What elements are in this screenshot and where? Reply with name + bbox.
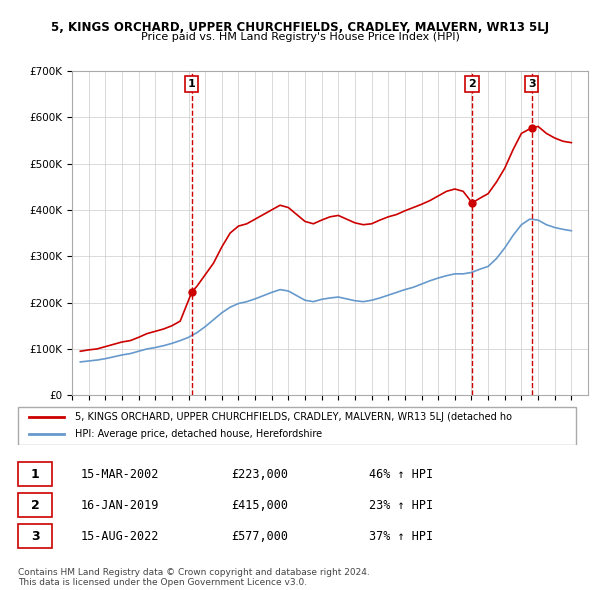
Text: 16-JAN-2019: 16-JAN-2019 xyxy=(81,499,160,512)
Text: 2: 2 xyxy=(31,499,40,512)
Text: 37% ↑ HPI: 37% ↑ HPI xyxy=(369,529,433,543)
Text: 3: 3 xyxy=(31,529,40,543)
Text: HPI: Average price, detached house, Herefordshire: HPI: Average price, detached house, Here… xyxy=(76,429,322,439)
FancyBboxPatch shape xyxy=(18,407,577,445)
Text: 5, KINGS ORCHARD, UPPER CHURCHFIELDS, CRADLEY, MALVERN, WR13 5LJ: 5, KINGS ORCHARD, UPPER CHURCHFIELDS, CR… xyxy=(51,21,549,34)
Text: 15-AUG-2022: 15-AUG-2022 xyxy=(81,529,160,543)
Text: 46% ↑ HPI: 46% ↑ HPI xyxy=(369,467,433,481)
Text: 1: 1 xyxy=(31,467,40,481)
Text: 2: 2 xyxy=(468,79,476,88)
FancyBboxPatch shape xyxy=(18,493,52,517)
Text: 23% ↑ HPI: 23% ↑ HPI xyxy=(369,499,433,512)
FancyBboxPatch shape xyxy=(18,524,52,549)
Text: 5, KINGS ORCHARD, UPPER CHURCHFIELDS, CRADLEY, MALVERN, WR13 5LJ (detached ho: 5, KINGS ORCHARD, UPPER CHURCHFIELDS, CR… xyxy=(76,412,512,422)
Text: 3: 3 xyxy=(528,79,536,88)
Text: Contains HM Land Registry data © Crown copyright and database right 2024.: Contains HM Land Registry data © Crown c… xyxy=(18,568,370,576)
Text: This data is licensed under the Open Government Licence v3.0.: This data is licensed under the Open Gov… xyxy=(18,578,307,587)
Text: £415,000: £415,000 xyxy=(231,499,288,512)
Text: Price paid vs. HM Land Registry's House Price Index (HPI): Price paid vs. HM Land Registry's House … xyxy=(140,32,460,42)
Text: £577,000: £577,000 xyxy=(231,529,288,543)
Text: 1: 1 xyxy=(188,79,196,88)
FancyBboxPatch shape xyxy=(18,461,52,486)
Text: £223,000: £223,000 xyxy=(231,467,288,481)
Text: 15-MAR-2002: 15-MAR-2002 xyxy=(81,467,160,481)
